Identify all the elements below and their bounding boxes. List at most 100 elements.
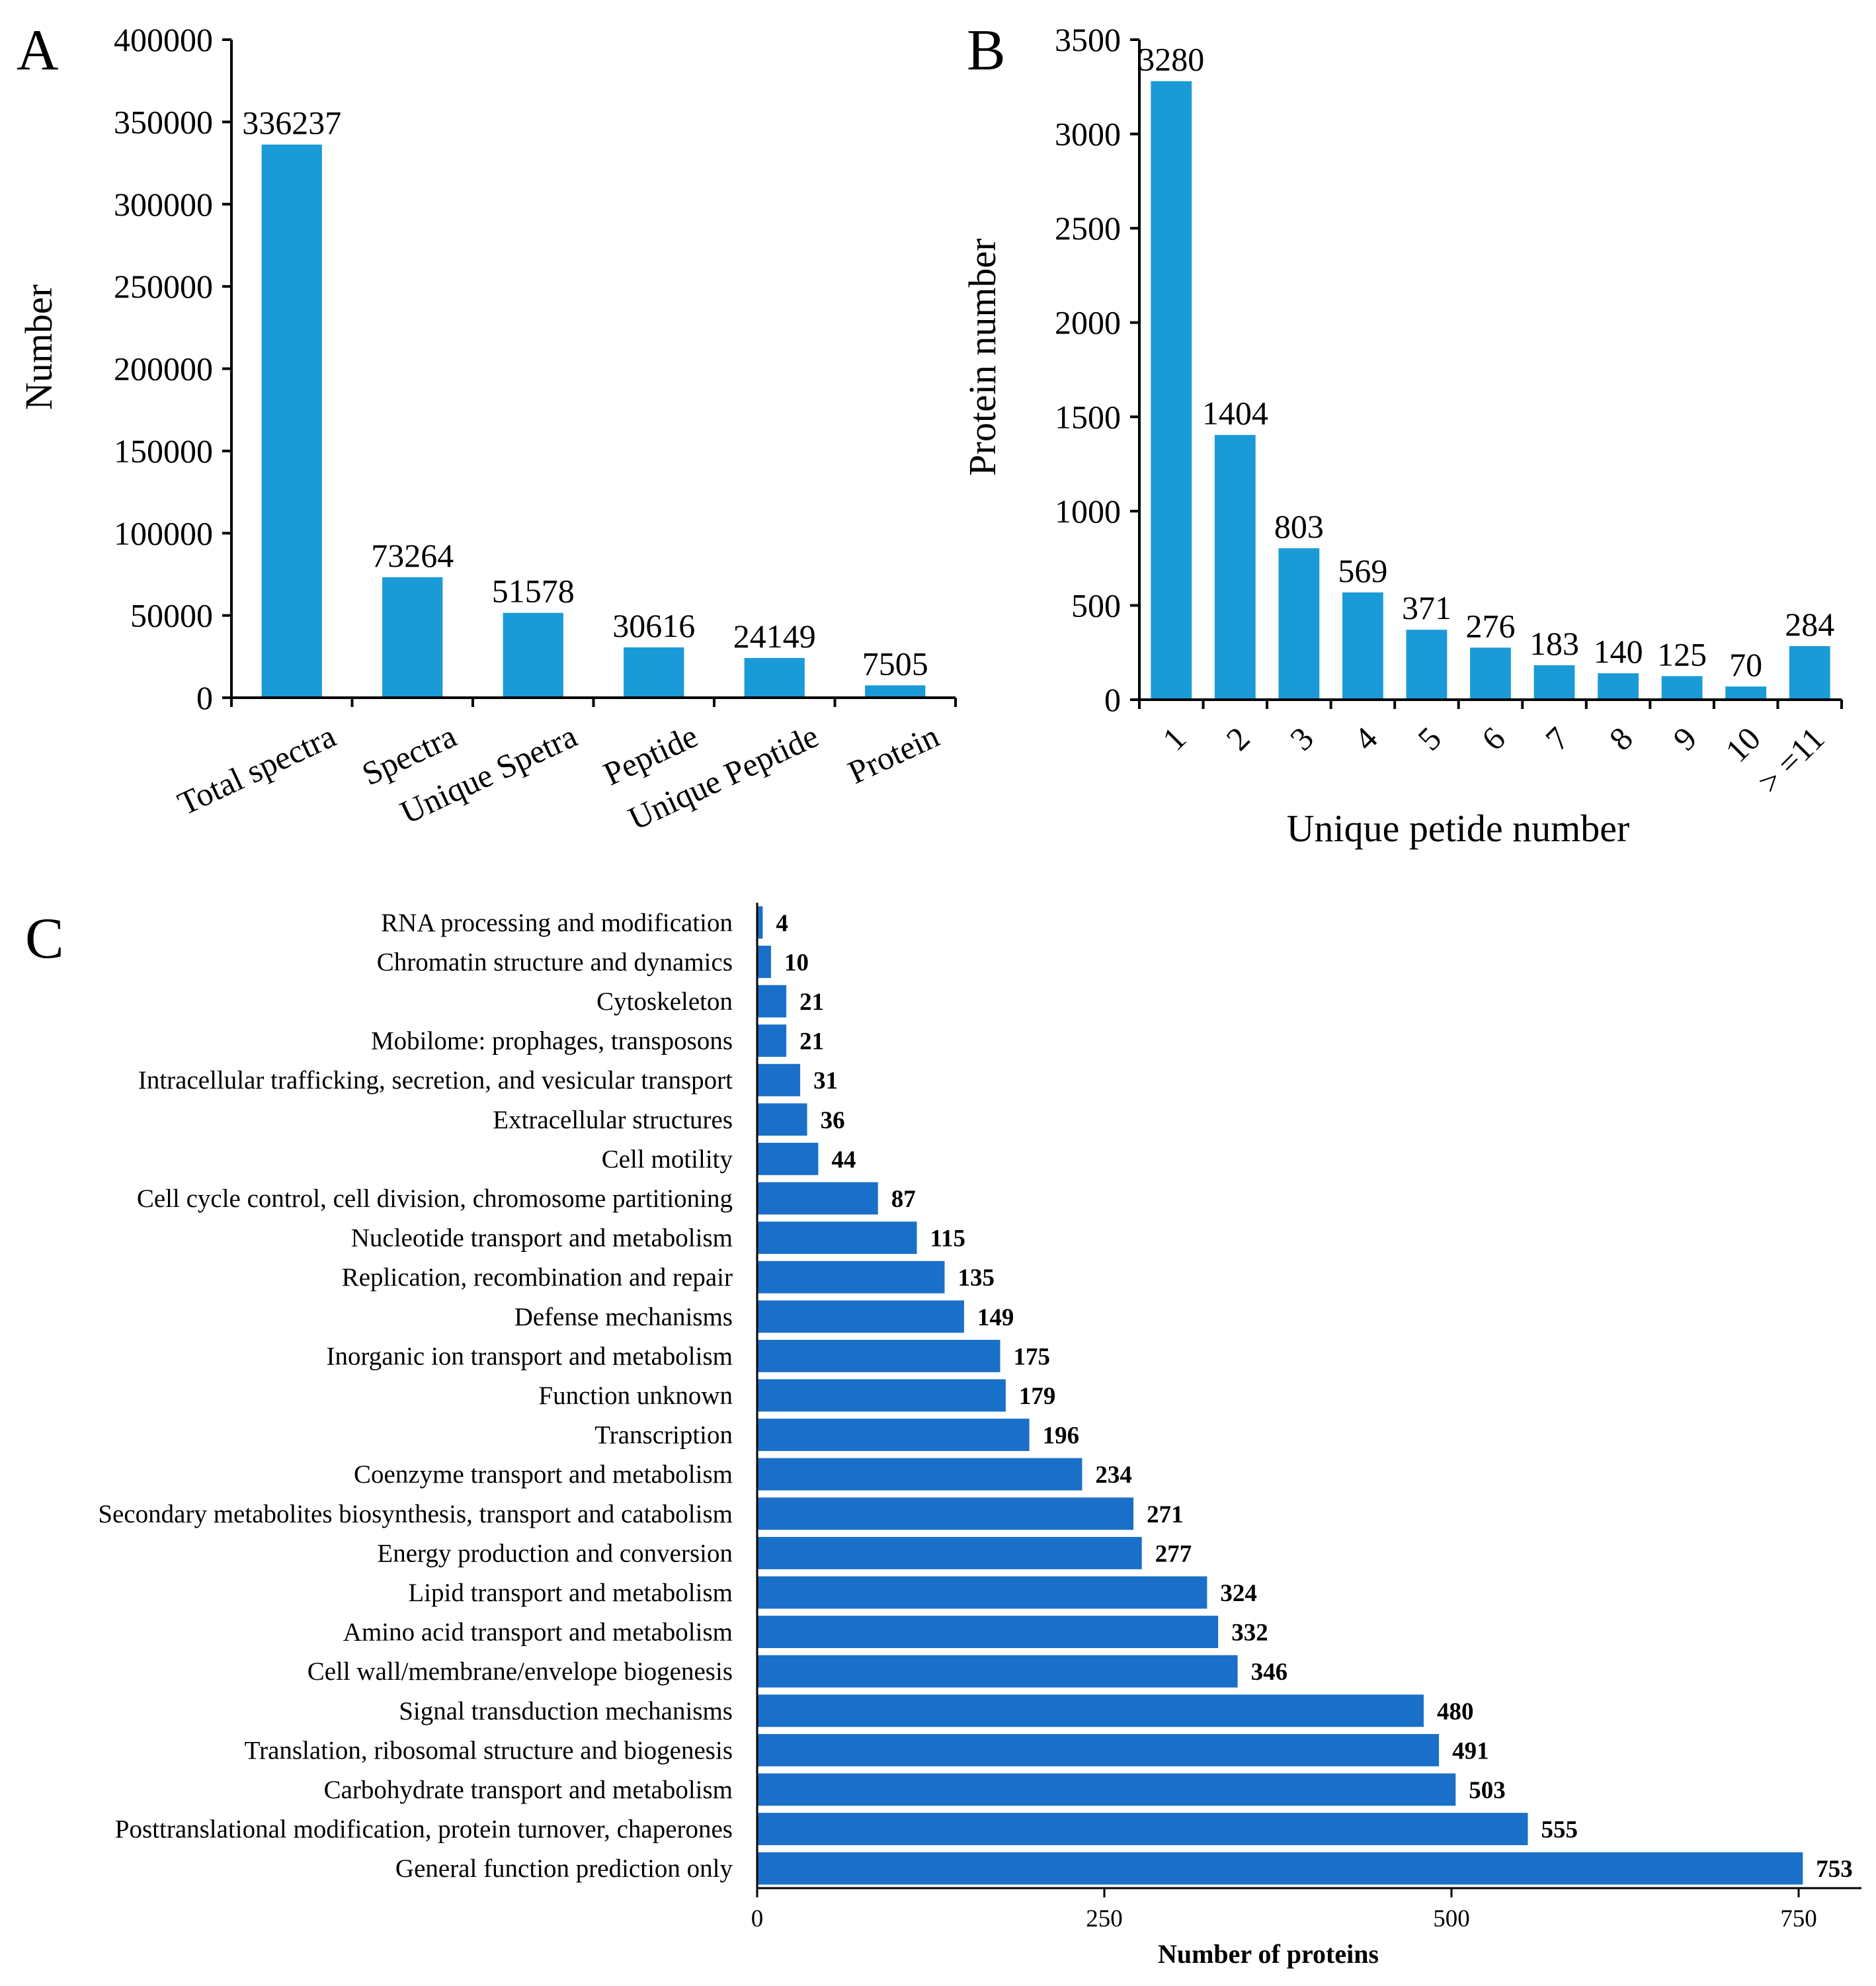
panel-c-category-label-cytoskeleton: Cytoskeleton [596,987,733,1016]
panel-b-category-label-6: 6 [1475,720,1512,757]
panel-b-category-label-4: 4 [1346,720,1384,757]
panel-c-value-label-coenzyme-transport-and-metabolism: 234 [1095,1462,1132,1489]
panel-c-category-label-posttranslational-modification-protein-turnover-chaperones: Posttranslational modification, protein … [115,1815,733,1844]
panel-b-bar-3 [1278,548,1320,700]
panel-c-bar-posttranslational-modification-protein-turnover-chaperones [757,1813,1528,1846]
panel-b-label: B [967,19,1006,83]
panel-c-bar-inorganic-ion-transport-and-metabolism [757,1339,1000,1372]
panel-a-value-label-unique-peptide: 24149 [733,618,816,655]
panel-c-value-label-secondary-metabolites-biosynthesis-transport-and-catabolism: 271 [1147,1501,1184,1528]
panel-c-value-label-lipid-transport-and-metabolism: 324 [1220,1580,1257,1607]
panel-b-category-label-11: > =11 [1750,720,1831,800]
panel-c-bar-rna-processing-and-modification [757,906,763,939]
panel-b-y-axis-title: Protein number [961,238,1004,476]
panel-c-category-label-transcription: Transcription [594,1421,733,1450]
panel-c-value-label-cytoskeleton: 21 [799,989,824,1016]
panel-a-y-tick-label-0: 0 [196,679,213,716]
panel-a-value-label-protein: 7505 [862,645,928,682]
panel-b-y-tick-label-2500: 2500 [1055,210,1121,247]
panel-c-bar-lipid-transport-and-metabolism [757,1576,1207,1609]
panel-b-value-label-3: 803 [1274,508,1324,545]
panel-c-bar-transcription [757,1419,1030,1452]
panel-c-category-label-coenzyme-transport-and-metabolism: Coenzyme transport and metabolism [354,1460,733,1489]
panel-b-y-tick-label-2000: 2000 [1055,304,1121,341]
panel-b-bar-8 [1598,673,1639,700]
panel-c-category-label-cell-cycle-control-cell-division-chromosome-partitioning: Cell cycle control, cell division, chrom… [137,1184,733,1213]
panel-c-category-label-translation-ribosomal-structure-and-biogenesis: Translation, ribosomal structure and bio… [245,1736,733,1764]
panel-c-bar-coenzyme-transport-and-metabolism [757,1458,1082,1491]
panel-b-value-label-4: 569 [1338,552,1387,589]
panel-c-label: C [25,907,64,971]
panel-c-bar-intracellular-trafficking-secretion-and-vesicular-transport [757,1063,801,1096]
panel-b-y-tick-label-0: 0 [1104,681,1121,718]
panel-c-x-tick-label-0: 0 [751,1905,764,1932]
panel-c-category-label-intracellular-trafficking-secretion-and-vesicular-transport: Intracellular trafficking, secretion, an… [138,1066,733,1095]
panel-b-bar-chart: B Protein number Unique petide number 32… [961,19,1843,850]
panel-c-category-label-defense-mechanisms: Defense mechanisms [514,1303,733,1331]
panel-c-category-label-amino-acid-transport-and-metabolism: Amino acid transport and metabolism [343,1618,733,1647]
panel-c-bar-cell-wall-membrane-envelope-biogenesis [757,1655,1238,1688]
panel-b-bar-6 [1470,647,1511,700]
panel-a-y-tick-label-150000: 150000 [114,433,213,470]
panel-b-value-label-9: 125 [1657,636,1707,673]
panel-b-category-label-1: 1 [1155,720,1193,757]
panel-c-value-label-energy-production-and-conversion: 277 [1155,1540,1192,1567]
panel-c-bar-carbohydrate-transport-and-metabolism [757,1773,1456,1806]
panel-c-bar-nucleotide-transport-and-metabolism [757,1221,917,1255]
panel-c-horizontal-bar-chart: C Number of proteins 4 RNA processing and… [25,903,1861,1969]
panel-b-bar-9 [1661,676,1703,700]
panel-c-x-axis-title: Number of proteins [1158,1939,1379,1969]
panel-c-category-label-extracellular-structures: Extracellular structures [493,1106,733,1134]
panel-c-value-label-carbohydrate-transport-and-metabolism: 503 [1469,1777,1506,1804]
panel-c-category-label-mobilome-prophages-transposons: Mobilome: prophages, transposons [371,1027,733,1055]
panel-c-category-label-replication-recombination-and-repair: Replication, recombination and repair [342,1263,733,1292]
panel-c-value-label-mobilome-prophages-transposons: 21 [799,1028,824,1055]
panel-b-value-label-8: 140 [1594,633,1643,670]
panel-c-bar-mobilome-prophages-transposons [757,1024,787,1057]
panel-a-y-tick-label-50000: 50000 [130,597,213,634]
panel-b-category-label-3: 3 [1283,720,1321,757]
panel-c-category-label-secondary-metabolites-biosynthesis-transport-and-catabolism: Secondary metabolites biosynthesis, tran… [98,1500,733,1528]
panel-c-bar-signal-transduction-mechanisms [757,1694,1424,1727]
panel-b-bar-2 [1214,434,1256,700]
panel-c-value-label-inorganic-ion-transport-and-metabolism: 175 [1014,1343,1051,1370]
panel-c-bar-translation-ribosomal-structure-and-biogenesis [757,1733,1440,1766]
panel-a-y-tick-label-300000: 300000 [114,186,213,223]
panel-c-category-label-cell-motility: Cell motility [602,1145,733,1173]
panel-b-y-tick-label-1000: 1000 [1055,493,1121,530]
panel-c-value-label-amino-acid-transport-and-metabolism: 332 [1231,1620,1268,1647]
panel-b-category-label-9: 9 [1666,720,1703,757]
panel-c-bar-general-function-prediction-only [757,1852,1803,1885]
panel-c-bar-cytoskeleton [757,985,787,1018]
panel-b-y-tick-label-1500: 1500 [1055,398,1121,435]
panel-b-category-label-10: 10 [1718,720,1768,769]
panel-c-value-label-replication-recombination-and-repair: 135 [958,1264,995,1292]
panel-c-category-label-function-unknown: Function unknown [538,1382,733,1410]
panel-c-value-label-cell-motility: 44 [831,1146,856,1173]
panel-a-bar-peptide [624,647,684,698]
panel-c-bar-cell-motility [757,1142,819,1175]
panel-b-bar-1 [1151,81,1192,700]
panel-c-category-label-nucleotide-transport-and-metabolism: Nucleotide transport and metabolism [351,1224,733,1253]
panel-c-category-label-energy-production-and-conversion: Energy production and conversion [377,1539,733,1567]
panel-a-value-label-spectra: 73264 [371,537,454,574]
panel-a-y-tick-label-100000: 100000 [114,515,213,552]
panel-b-category-label-5: 5 [1410,720,1448,757]
panel-a-y-axis-title: Number [17,284,60,410]
panel-c-x-tick-label-250: 250 [1086,1905,1123,1932]
panel-c-value-label-rna-processing-and-modification: 4 [776,910,788,937]
panel-c-value-label-cell-wall-membrane-envelope-biogenesis: 346 [1251,1659,1288,1686]
panel-a-value-label-unique-spetra: 51578 [492,573,575,610]
panel-b-bar-7 [1533,665,1575,700]
panel-a-bar-protein [865,685,926,698]
panel-a-category-label-protein: Protein [842,717,945,791]
panel-c-value-label-intracellular-trafficking-secretion-and-vesicular-transport: 31 [813,1067,838,1095]
panel-a-y-tick-label-250000: 250000 [114,268,213,305]
panel-c-value-label-general-function-prediction-only: 753 [1816,1856,1853,1883]
panel-c-bar-replication-recombination-and-repair [757,1261,945,1294]
panel-c-bar-secondary-metabolites-biosynthesis-transport-and-catabolism [757,1497,1134,1530]
panel-a-bar-unique-spetra [503,612,563,698]
panel-c-value-label-cell-cycle-control-cell-division-chromosome-partitioning: 87 [891,1186,916,1213]
